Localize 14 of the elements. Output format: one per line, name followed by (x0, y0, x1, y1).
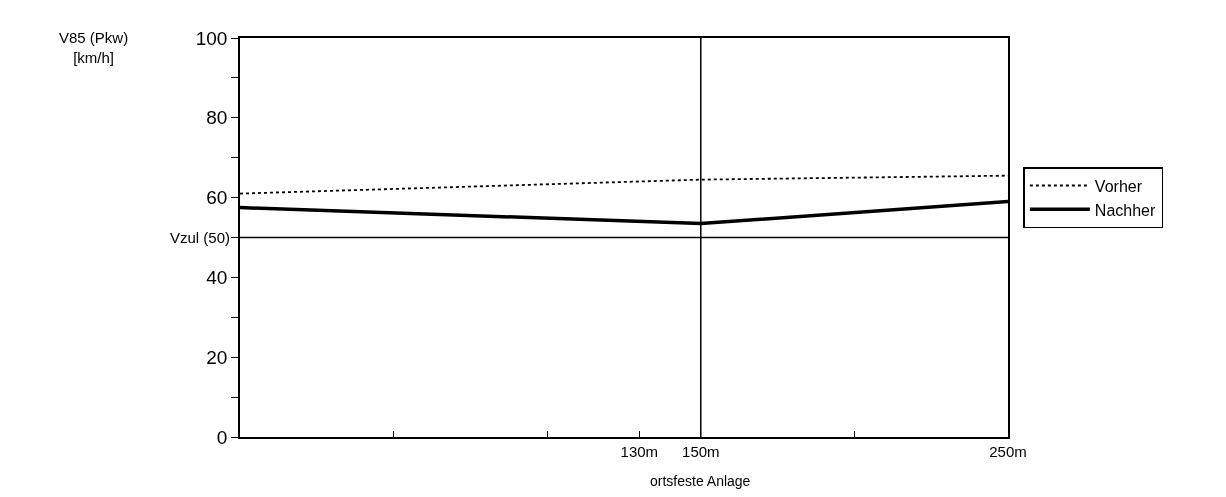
y-tick-label: 0 (216, 426, 228, 448)
y-tick-label: 40 (206, 267, 228, 289)
y-tick-label: 100 (195, 27, 228, 49)
legend-label: Nachher (1094, 201, 1157, 219)
x-tick-label: 130m (620, 442, 659, 460)
x-tick-label: 250m (989, 442, 1027, 460)
y-tick-label: 20 (206, 346, 228, 368)
legend-label: Vorher (1094, 177, 1143, 195)
y-tick-label: 80 (206, 107, 228, 129)
x-tick-label: 150m (682, 442, 720, 460)
y-tick-label: 60 (206, 187, 228, 209)
text: ortsfeste Anlage (650, 473, 751, 489)
ref-line-label: Vzul (50) (170, 229, 231, 246)
y-axis-title: V85 (Pkw) [km/h] (59, 29, 129, 66)
